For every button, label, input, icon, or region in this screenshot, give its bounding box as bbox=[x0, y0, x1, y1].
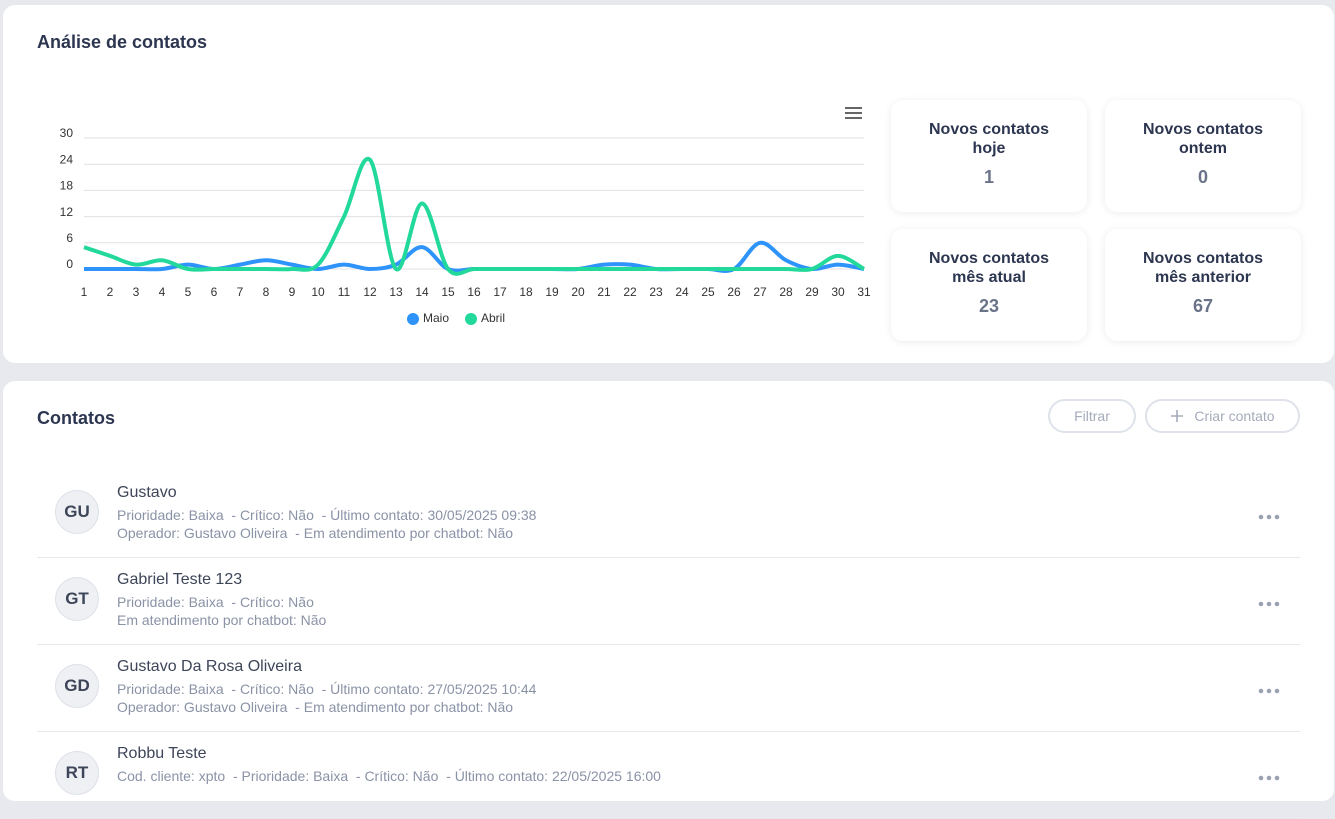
x-tick-label: 7 bbox=[237, 285, 244, 299]
stat-title: Novos contatos mês anterior bbox=[1142, 250, 1263, 286]
legend-marker bbox=[407, 313, 419, 325]
contact-row[interactable]: GT Gabriel Teste 123 Prioridade: Baixa - C… bbox=[37, 557, 1300, 645]
stat-value: 67 bbox=[1192, 296, 1214, 316]
analysis-card: Análise de contatos 0 6 12 18 24 30 1 2 3 4 5 6 7 8 9 1… bbox=[3, 5, 1334, 363]
y-tick-label: 6 bbox=[66, 231, 73, 245]
stat-card: Novos contatos mês atual 23 bbox=[891, 229, 1087, 341]
y-tick-label: 30 bbox=[60, 126, 74, 140]
x-tick-label: 12 bbox=[363, 285, 377, 299]
y-tick-label: 18 bbox=[60, 179, 74, 193]
contacts-card: Contatos Filtrar Criar contato GU Gustavo… bbox=[3, 381, 1334, 819]
x-tick-label: 1 bbox=[81, 285, 88, 299]
x-tick-label: 17 bbox=[493, 285, 507, 299]
section-title: Análise de contatos bbox=[37, 32, 208, 52]
x-tick-label: 28 bbox=[779, 285, 793, 299]
contact-detail: Operador: Gustavo Oliveira - Em atendime… bbox=[117, 699, 514, 715]
button-label: Filtrar bbox=[1074, 408, 1110, 424]
x-tick-label: 11 bbox=[338, 285, 351, 299]
x-tick-label: 14 bbox=[415, 285, 429, 299]
x-tick-label: 25 bbox=[701, 285, 715, 299]
legend-label: Abril bbox=[481, 311, 505, 325]
stat-card: Novos contatos ontem 0 bbox=[1105, 100, 1301, 212]
legend-label: Maio bbox=[423, 311, 449, 325]
x-tick-label: 8 bbox=[263, 285, 270, 299]
series-line bbox=[83, 156, 866, 276]
page-body: Análise de contatos 0 6 12 18 24 30 1 2 3 4 5 6 7 8 9 1… bbox=[3, 5, 1334, 801]
x-tick-label: 21 bbox=[597, 285, 611, 299]
contact-row[interactable]: GU Gustavo Prioridade: Baixa - Crítico: Nã… bbox=[37, 470, 1300, 558]
contact-name: Gustavo Da Rosa Oliveira bbox=[117, 658, 302, 675]
x-tick-label: 24 bbox=[675, 285, 689, 299]
x-tick-label: 29 bbox=[805, 285, 819, 299]
x-tick-label: 5 bbox=[185, 285, 192, 299]
x-tick-label: 6 bbox=[211, 285, 218, 299]
dots-icon bbox=[1258, 514, 1280, 520]
legend-marker bbox=[465, 313, 477, 325]
avatar: GT bbox=[55, 577, 99, 621]
x-tick-label: 20 bbox=[571, 285, 585, 299]
page: Contatos {"header": {"title": "Análise d… bbox=[3, 5, 1334, 801]
stat-value: 1 bbox=[983, 167, 994, 187]
avatar: GU bbox=[55, 490, 99, 534]
button-label: Criar contato bbox=[1194, 408, 1275, 424]
stat-title: Novos contatos mês atual bbox=[928, 250, 1049, 286]
x-tick-label: 23 bbox=[649, 285, 663, 299]
contact-detail: Prioridade: Baixa - Crítico: Não - Últim… bbox=[117, 507, 537, 523]
x-tick-label: 18 bbox=[519, 285, 533, 299]
x-tick-label: 3 bbox=[133, 285, 140, 299]
filter-button[interactable]: Filtrar bbox=[1048, 399, 1136, 433]
dots-icon bbox=[1258, 601, 1280, 607]
contact-detail: Cod. cliente: xpto - Prioridade: Baixa -… bbox=[117, 768, 661, 784]
stat-title: Novos contatos hoje bbox=[928, 121, 1049, 157]
x-tick-label: 9 bbox=[289, 285, 296, 299]
x-tick-label: 31 bbox=[857, 285, 871, 299]
contact-detail: Prioridade: Baixa - Crítico: Não - Últim… bbox=[117, 681, 537, 697]
avatar: RT bbox=[55, 751, 99, 795]
x-tick-label: 22 bbox=[623, 285, 637, 299]
stats-grid: Novos contatos hoje 1 Novos contatos ontem… bbox=[891, 100, 1301, 341]
more-button[interactable] bbox=[1258, 500, 1280, 526]
contact-name: Gabriel Teste 123 bbox=[117, 571, 243, 588]
contact-detail: Em atendimento por chatbot: Não bbox=[117, 612, 327, 628]
contact-name: Robbu Teste bbox=[117, 745, 207, 762]
x-tick-label: 27 bbox=[753, 285, 767, 299]
plus-icon bbox=[1171, 410, 1184, 422]
x-tick-label: 15 bbox=[441, 285, 455, 299]
x-tick-label: 19 bbox=[545, 285, 559, 299]
stat-card: Novos contatos mês anterior 67 bbox=[1105, 229, 1301, 341]
y-tick-label: 0 bbox=[66, 257, 73, 271]
x-tick-label: 30 bbox=[831, 285, 845, 299]
x-tick-label: 4 bbox=[159, 285, 166, 299]
more-button[interactable] bbox=[1258, 674, 1280, 700]
stat-card: Novos contatos hoje 1 bbox=[891, 100, 1087, 212]
contact-detail: Operador: Gustavo Oliveira - Em atendime… bbox=[117, 525, 514, 541]
dots-icon bbox=[1258, 688, 1280, 694]
x-tick-label: 16 bbox=[467, 285, 481, 299]
avatar: GD bbox=[55, 664, 99, 708]
y-tick-label: 12 bbox=[60, 205, 74, 219]
x-tick-label: 26 bbox=[727, 285, 741, 299]
contact-name: Gustavo bbox=[117, 484, 177, 501]
contact-row[interactable]: GD Gustavo Da Rosa Oliveira Prioridade: Ba… bbox=[37, 644, 1300, 732]
x-tick-label: 13 bbox=[389, 285, 403, 299]
y-tick-label: 24 bbox=[60, 152, 74, 166]
stat-value: 23 bbox=[978, 296, 1000, 316]
contact-row[interactable]: RT Robbu Teste Cod. cliente: xpto - Priori… bbox=[37, 731, 1300, 819]
more-button[interactable] bbox=[1258, 761, 1280, 787]
more-button[interactable] bbox=[1258, 587, 1280, 613]
x-tick-label: 10 bbox=[311, 285, 325, 299]
series-line bbox=[84, 240, 865, 273]
section-title: Contatos bbox=[37, 408, 115, 428]
create-button[interactable]: Criar contato bbox=[1145, 399, 1300, 433]
stat-title: Novos contatos ontem bbox=[1142, 121, 1263, 157]
x-tick-label: 2 bbox=[107, 285, 114, 299]
contact-detail: Prioridade: Baixa - Crítico: Não bbox=[117, 594, 314, 610]
chart-menu[interactable] bbox=[845, 107, 862, 119]
dots-icon bbox=[1258, 775, 1280, 781]
stat-value: 0 bbox=[1197, 167, 1208, 187]
